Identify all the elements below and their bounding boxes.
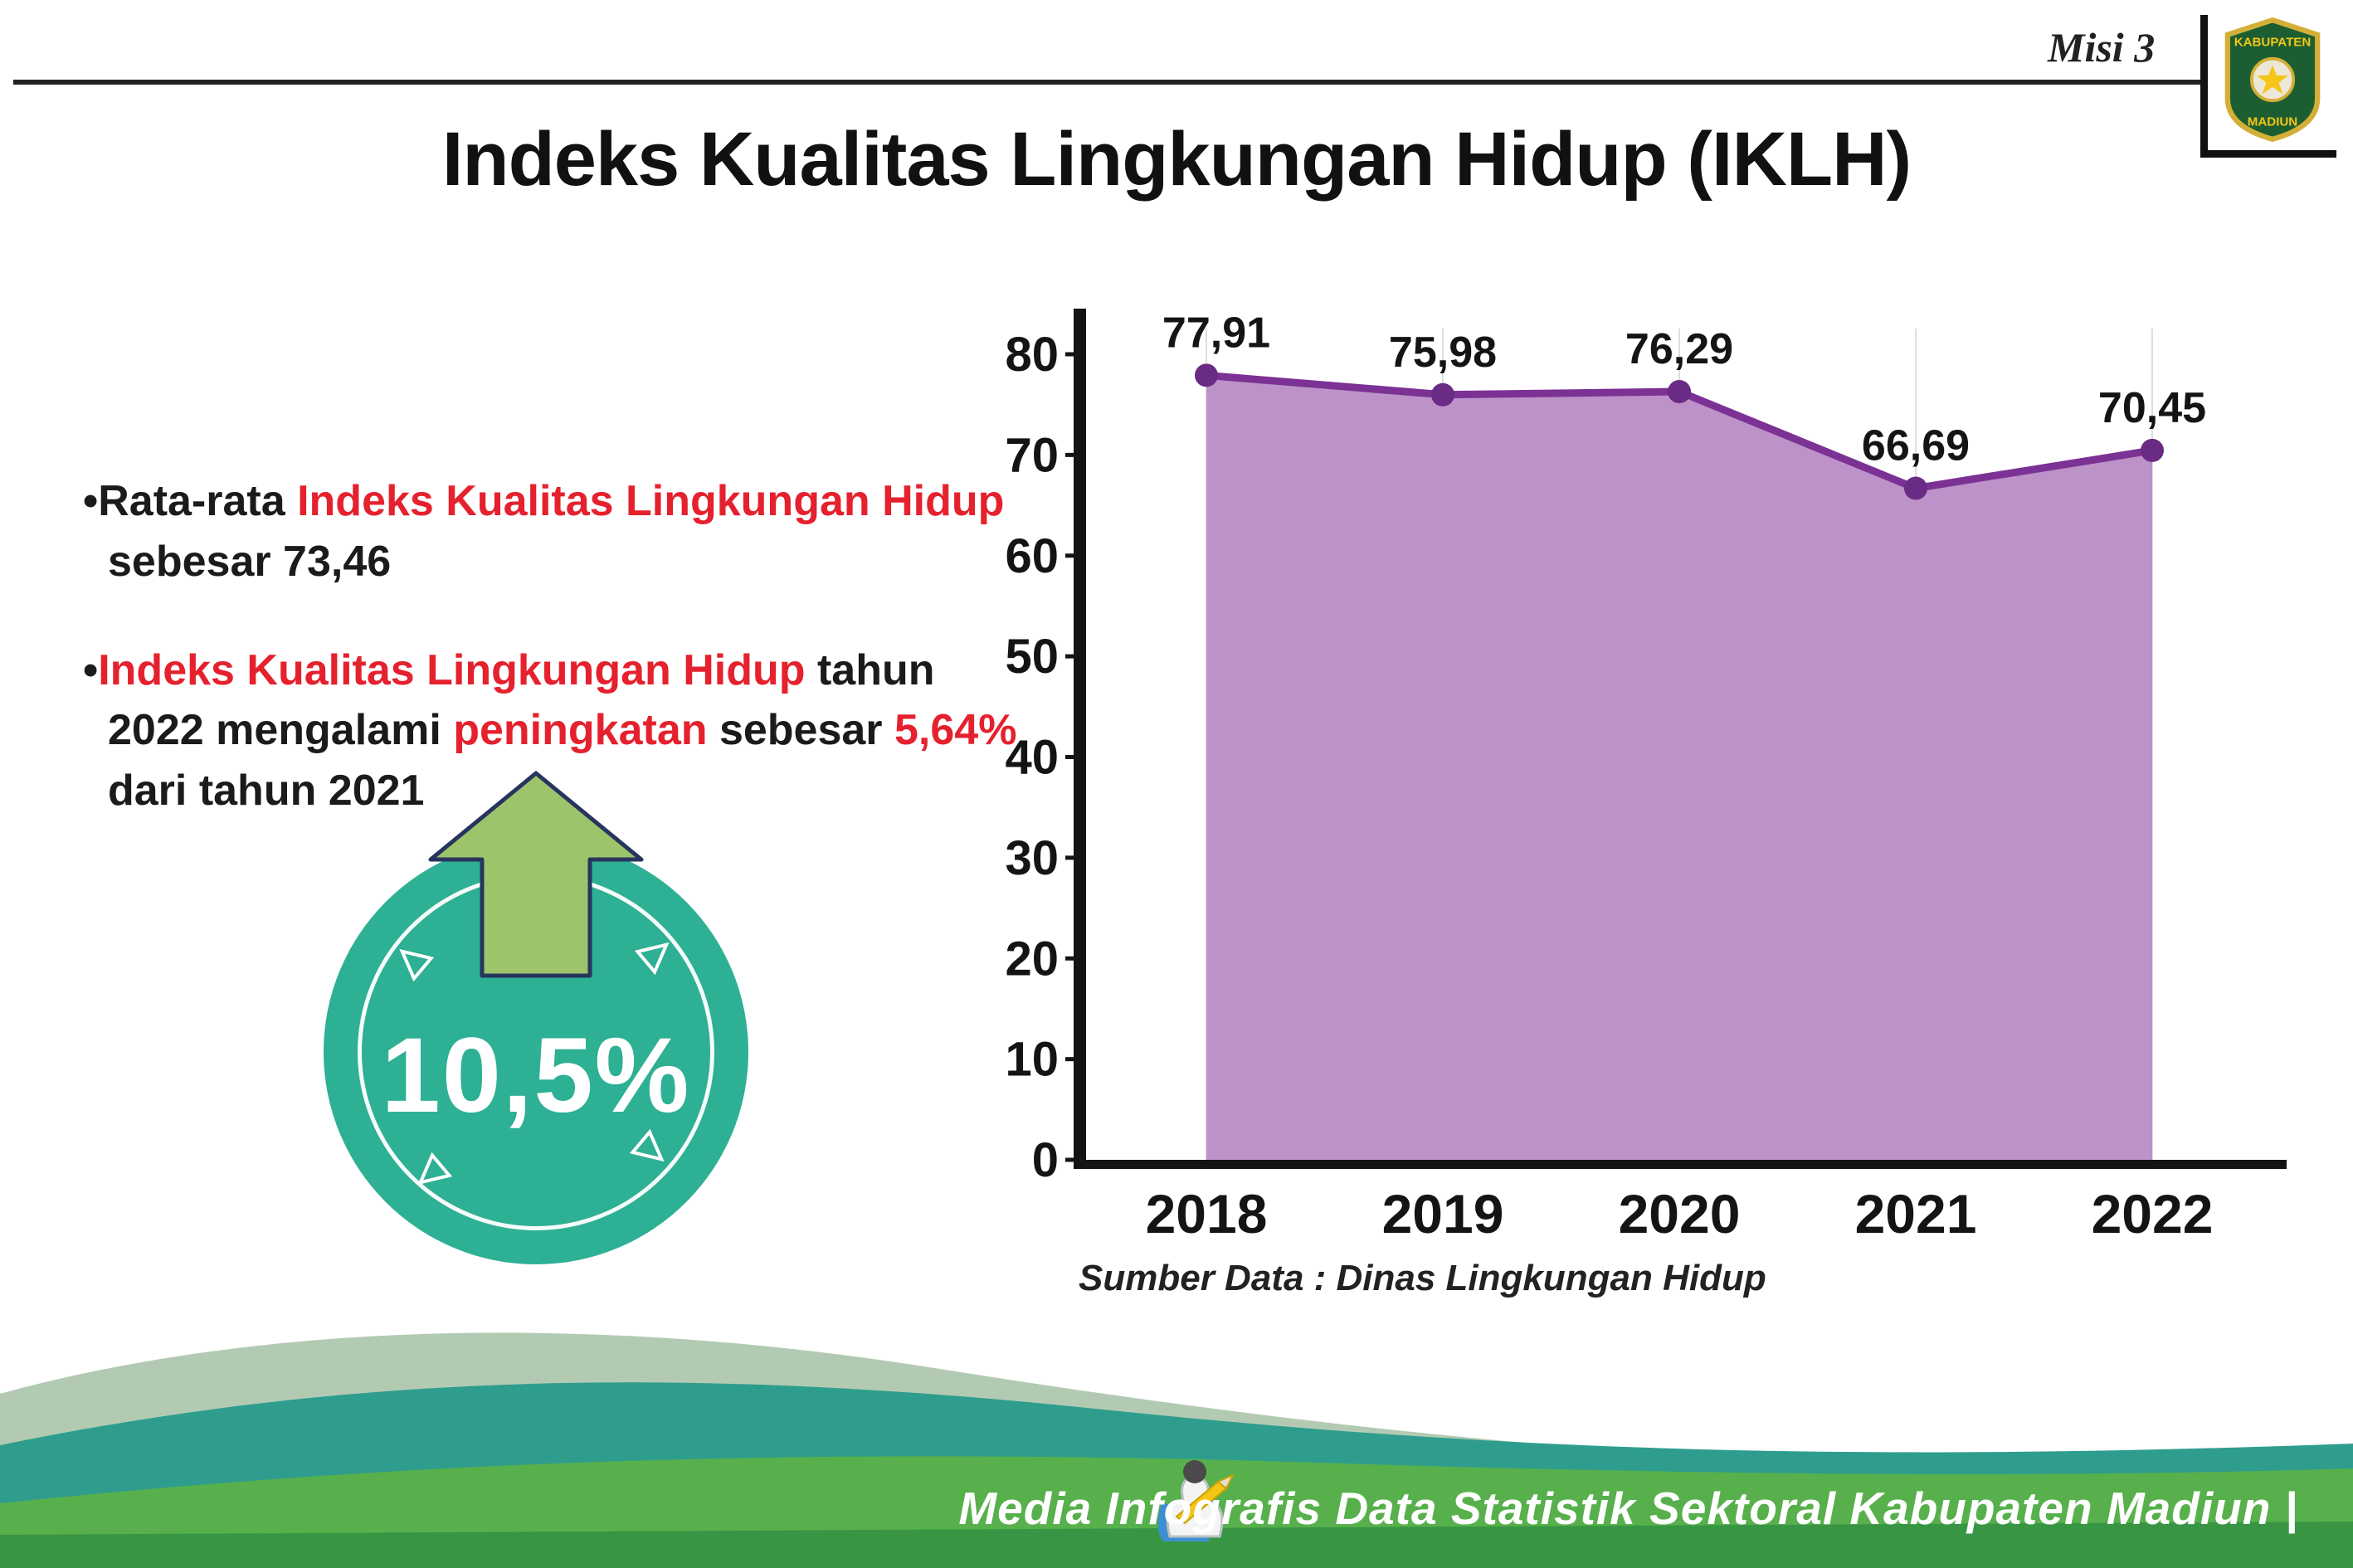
svg-text:2021: 2021 [1855, 1183, 1977, 1244]
crest-icon: KABUPATEN MADIUN [2224, 17, 2320, 143]
increase-percentage: 10,5% [381, 1015, 691, 1135]
text-segment-highlight: peningkatan [453, 706, 708, 755]
text-segment: tahun 2022 mengalami [108, 645, 935, 755]
svg-text:KABUPATEN: KABUPATEN [2234, 36, 2311, 50]
text-segment: dari tahun 2021 [108, 767, 425, 816]
up-arrow-icon [428, 771, 644, 978]
triangle-icon [399, 948, 435, 982]
svg-text:70,45: 70,45 [2098, 384, 2206, 432]
svg-text:77,91: 77,91 [1162, 309, 1270, 357]
svg-text:76,29: 76,29 [1625, 325, 1733, 373]
triangle-icon [629, 1128, 665, 1162]
increase-badge: 10,5% [315, 770, 757, 1276]
iklh-area-chart: 0 10 20 30 40 50 60 70 80 77,91 2018 75,98 2019 76,29… [1005, 309, 2287, 1244]
svg-text:0: 0 [1032, 1133, 1059, 1187]
svg-text:2020: 2020 [1619, 1183, 1741, 1244]
bullet-average: •Rata-rata Indeks Kualitas Lingkungan Hi… [83, 471, 1021, 592]
svg-text:2022: 2022 [2092, 1183, 2214, 1244]
svg-text:66,69: 66,69 [1862, 422, 1970, 470]
bullet-marker: • [83, 477, 99, 525]
bullet-increase: •Indeks Kualitas Lingkungan Hidup tahun … [83, 640, 1021, 821]
text-segment-highlight: 5,64% [894, 706, 1017, 755]
svg-text:70: 70 [1005, 428, 1059, 482]
text-segment-highlight: Indeks Kualitas Lingkungan Hidup [98, 645, 806, 694]
svg-text:50: 50 [1005, 630, 1059, 684]
text-segment: Rata-rata [98, 477, 298, 525]
svg-text:20: 20 [1005, 932, 1059, 986]
svg-text:10: 10 [1005, 1033, 1059, 1087]
svg-text:40: 40 [1005, 731, 1059, 785]
svg-text:2018: 2018 [1146, 1183, 1268, 1244]
header-rule [13, 80, 2200, 85]
misi-label: Misi 3 [2048, 24, 2156, 71]
data-source-label: Sumber Data : Dinas Lingkungan Hidup [1079, 1258, 1766, 1298]
bullet-marker: • [83, 645, 99, 694]
triangle-icon [417, 1152, 453, 1186]
page-title: Indeks Kualitas Lingkungan Hidup (IKLH) [441, 117, 1912, 202]
triangle-icon [634, 942, 670, 976]
footer-caption: Media Infografis Data Statistik Sektoral… [958, 1483, 2298, 1534]
mascot-icon [1157, 1460, 1235, 1541]
svg-text:2019: 2019 [1382, 1183, 1504, 1244]
key-points: •Rata-rata Indeks Kualitas Lingkungan Hi… [83, 471, 1021, 869]
text-segment-highlight: Indeks Kualitas Lingkungan Hidup [297, 477, 1005, 525]
svg-text:MADIUN: MADIUN [2247, 114, 2297, 129]
kabupaten-madiun-logo: KABUPATEN MADIUN [2200, 15, 2336, 158]
svg-text:75,98: 75,98 [1389, 329, 1497, 377]
svg-text:80: 80 [1005, 328, 1059, 382]
text-segment: sebesar 73,46 [108, 537, 392, 586]
text-segment: sebesar [707, 706, 894, 755]
svg-text:30: 30 [1005, 831, 1059, 885]
footer-waves [0, 1332, 2353, 1568]
svg-text:60: 60 [1005, 529, 1059, 583]
